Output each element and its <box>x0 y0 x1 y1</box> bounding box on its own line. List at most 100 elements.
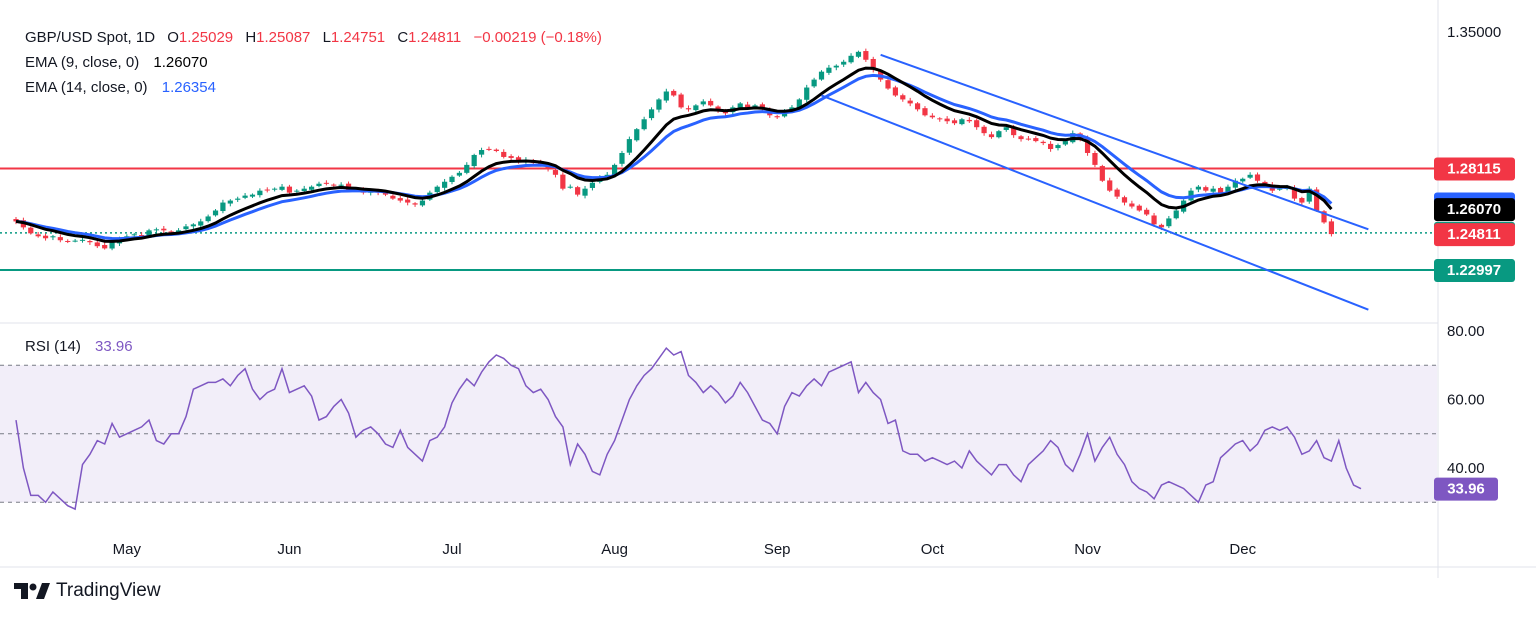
candle <box>249 193 256 199</box>
candle-body <box>937 118 943 120</box>
candle-body <box>249 194 256 197</box>
candle-body <box>501 151 507 157</box>
candle-body <box>442 181 448 188</box>
price-badge[interactable]: 1.22997 <box>1434 259 1515 283</box>
candle-body <box>752 105 758 107</box>
channel-upper-line[interactable] <box>880 53 1369 231</box>
candle-body <box>560 174 566 189</box>
candle <box>220 199 226 214</box>
candle <box>1314 187 1320 212</box>
candle-body <box>235 198 241 200</box>
candle <box>405 197 411 206</box>
time-tick-label: Aug <box>601 541 628 558</box>
price-badge-label: 1.24811 <box>1447 226 1500 243</box>
price-badge[interactable]: 1.28115 <box>1434 157 1515 181</box>
candle <box>582 185 588 199</box>
rsi-tick-label: 40.00 <box>1447 460 1485 477</box>
tradingview-logo[interactable]: TradingView <box>14 580 161 602</box>
candle-body <box>907 100 913 104</box>
candle <box>671 89 677 97</box>
candle <box>996 129 1002 139</box>
candle <box>892 85 899 97</box>
candle <box>1033 136 1039 143</box>
candle-body <box>1062 141 1068 145</box>
candle <box>94 240 100 249</box>
price-badge[interactable]: 1.26070 <box>1434 198 1515 222</box>
candle-body <box>190 224 196 227</box>
candle <box>153 227 160 233</box>
candle-body <box>183 226 189 230</box>
candle <box>914 102 921 112</box>
candle <box>1129 200 1135 209</box>
candle-body <box>1158 224 1165 228</box>
candle-body <box>397 198 403 201</box>
candle-body <box>175 230 182 233</box>
legend-rsi: RSI (14) 33.96 <box>25 338 133 355</box>
candle-body <box>611 164 618 176</box>
candle <box>929 113 935 119</box>
candle-body <box>242 195 248 198</box>
candle-body <box>198 221 204 226</box>
candle-body <box>1114 189 1120 197</box>
candle <box>42 233 49 241</box>
candle-body <box>1328 221 1335 235</box>
candle <box>1240 177 1246 183</box>
candle-body <box>264 189 270 191</box>
candle <box>1055 143 1061 151</box>
candle-body <box>272 188 278 190</box>
candle-body <box>619 152 625 164</box>
chart-area[interactable]: 1.350001.281151.263541.260701.248751.248… <box>0 0 1536 578</box>
time-axis[interactable]: May Jun Jul Aug Sep Oct Nov Dec <box>113 541 1257 558</box>
candle-body <box>65 240 71 242</box>
price-badge-label: 1.28115 <box>1447 161 1500 178</box>
channel-lower-line[interactable] <box>821 94 1369 311</box>
candle-body <box>1210 188 1216 192</box>
candle <box>700 99 706 107</box>
legend-ema9-value: 1.26070 <box>153 54 207 71</box>
legend-ema14-value: 1.26354 <box>162 79 216 96</box>
candle <box>1099 164 1105 183</box>
candle <box>648 107 655 121</box>
candle <box>198 218 204 228</box>
time-tick-label: Oct <box>921 541 945 558</box>
candle-body <box>294 190 300 192</box>
candle-body <box>449 176 455 183</box>
candle <box>708 98 714 107</box>
candle <box>242 192 248 200</box>
candle <box>72 239 78 243</box>
candle <box>826 64 832 75</box>
candle-body <box>168 231 174 233</box>
price-badge-bg <box>1434 223 1515 247</box>
candle <box>434 185 440 195</box>
rsi-badge[interactable]: 33.96 <box>1434 477 1498 501</box>
candle-body <box>153 229 160 231</box>
candle-body <box>72 240 78 242</box>
price-badge[interactable]: 1.24811 <box>1434 223 1515 247</box>
candle-body <box>1203 187 1209 191</box>
candle <box>264 187 270 193</box>
brand-name: TradingView <box>56 580 161 601</box>
candle-body <box>855 51 862 57</box>
candle <box>678 92 684 109</box>
candle <box>131 232 137 237</box>
candle-body <box>139 234 145 236</box>
candle <box>811 77 817 88</box>
candle-body <box>774 116 780 118</box>
price-axis[interactable]: 1.350001.281151.263541.260701.248751.248… <box>1434 24 1515 283</box>
main-pane <box>0 48 1437 311</box>
candle-body <box>634 129 640 141</box>
candle-body <box>1151 215 1157 225</box>
candle-body <box>35 234 41 237</box>
rsi-axis[interactable]: 80.00 60.00 40.00 33.96 <box>1434 323 1498 501</box>
candle-body <box>515 157 522 161</box>
candle-body <box>50 236 56 238</box>
candle-body <box>331 184 337 186</box>
candle <box>1040 140 1046 146</box>
candle-body <box>464 164 470 173</box>
candle-body <box>405 199 411 203</box>
candle-body <box>929 115 935 118</box>
candle-body <box>508 156 514 158</box>
candle-body <box>257 190 263 196</box>
candle-body <box>804 87 810 100</box>
candle-body <box>146 230 152 237</box>
